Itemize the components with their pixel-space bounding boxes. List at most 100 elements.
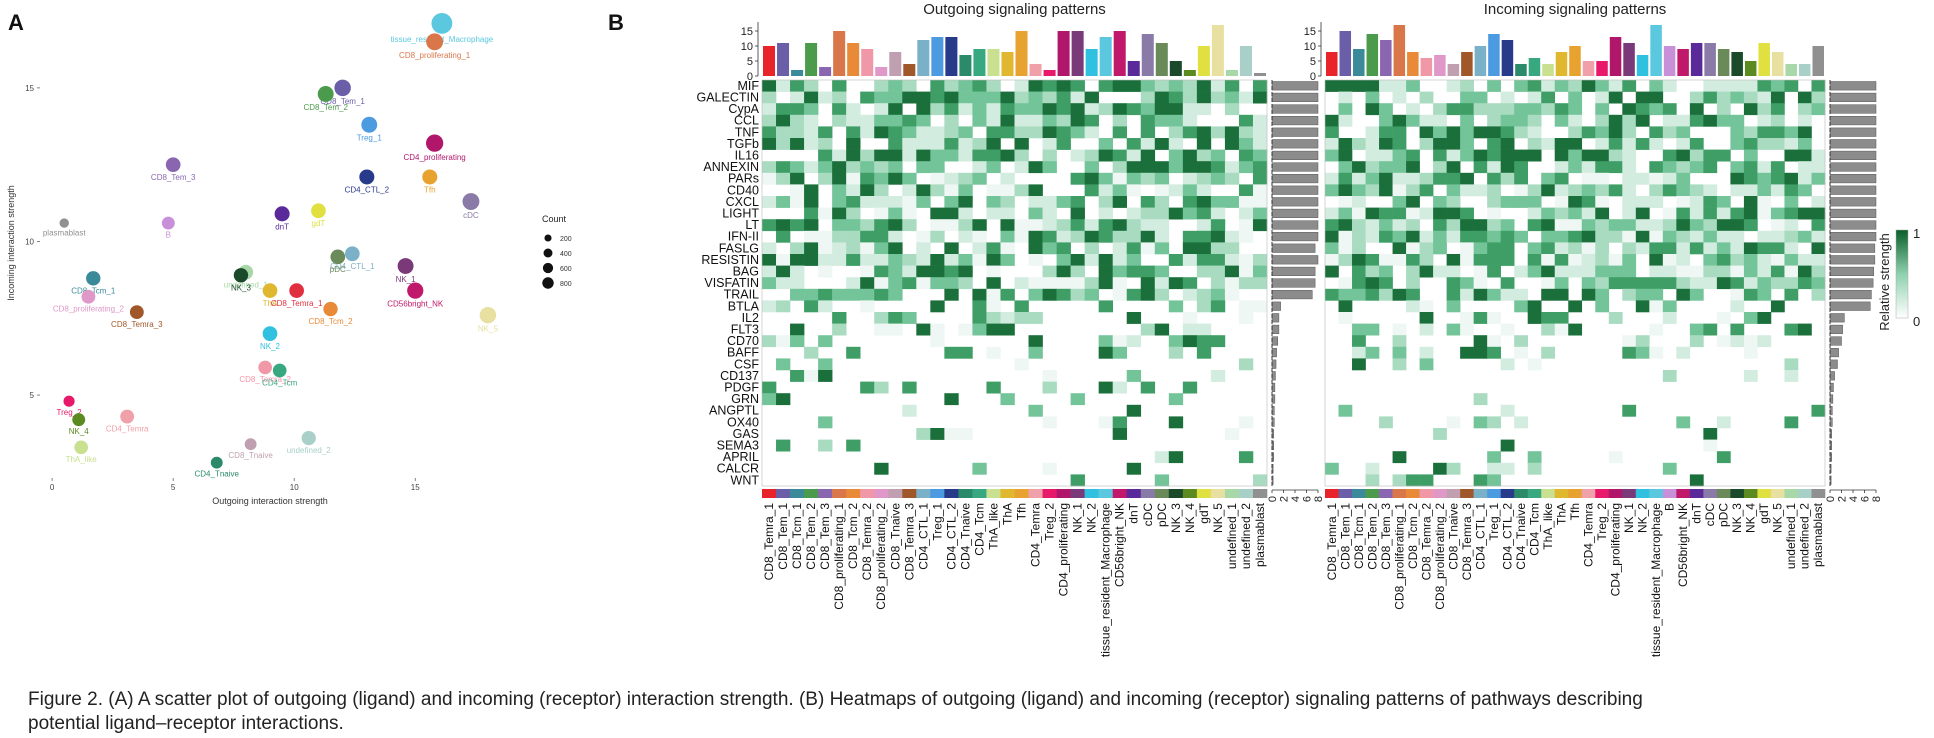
heatmap-cell — [902, 138, 917, 150]
heatmap-cell — [1595, 265, 1610, 278]
heatmap-cell — [1224, 161, 1240, 174]
heatmap-cell — [986, 381, 1001, 394]
heatmap-cell — [1473, 288, 1488, 301]
y-tick-label: 5 — [30, 391, 35, 400]
heatmap-cell — [1460, 277, 1474, 290]
column-color-strip — [1797, 489, 1812, 498]
heatmap-cell — [1042, 462, 1057, 475]
heatmap-cell — [1730, 219, 1745, 232]
row-total-bar — [1829, 220, 1877, 230]
row-total-tick-label: 8 — [1871, 496, 1883, 502]
heatmap-cell — [1608, 138, 1623, 150]
point-label: CD8_Tcm_2 — [309, 317, 354, 326]
heatmap-cell — [1716, 207, 1731, 220]
heatmap-cell — [1743, 103, 1758, 116]
heatmap-cell — [902, 172, 917, 185]
heatmap-cell — [1784, 265, 1799, 278]
heatmap-cell — [888, 242, 903, 255]
column-total-bar — [1717, 49, 1730, 76]
x-tick-label: 10 — [290, 483, 299, 492]
column-color-strip — [1689, 489, 1704, 498]
row-total-bar — [1829, 348, 1839, 358]
heatmap-cell — [916, 126, 931, 139]
x-tick-label: 0 — [50, 483, 55, 492]
column-color-strip — [1000, 489, 1015, 498]
heatmap-cell — [1154, 219, 1170, 232]
heatmap-cell — [1635, 300, 1650, 313]
heatmap-cell — [1622, 126, 1637, 139]
heatmap-cell — [1527, 254, 1542, 266]
heatmap-cell — [1487, 335, 1501, 348]
heatmap-cell — [762, 393, 777, 406]
row-total-bar — [1271, 348, 1277, 358]
heatmap-cell — [1770, 114, 1785, 127]
heatmap-cell — [1554, 80, 1569, 92]
column-color-strip — [1419, 489, 1434, 498]
heatmap-cell — [1056, 80, 1071, 92]
point-label: CD4_CTL_2 — [345, 185, 390, 194]
row-label: FLT3 — [731, 322, 759, 336]
heatmap-cell — [1757, 138, 1772, 150]
heatmap-cell — [762, 80, 777, 92]
heatmap-cell — [818, 265, 833, 278]
heatmap-cell — [1182, 288, 1198, 301]
row-label: TGFb — [727, 137, 759, 151]
heatmap-cell — [1365, 184, 1380, 197]
heatmap-cell — [1098, 381, 1113, 394]
column-total-bar — [1488, 34, 1500, 76]
heatmap-cell — [1757, 207, 1772, 220]
heatmap-cell — [1210, 277, 1226, 290]
heatmap-cell — [1325, 462, 1339, 475]
heatmap-cell — [1140, 91, 1156, 104]
heatmap-cell — [1379, 103, 1393, 116]
heatmap-cell — [1689, 149, 1704, 162]
heatmap-cell — [1325, 207, 1339, 220]
heatmap-cell — [1460, 114, 1474, 127]
heatmap-cell — [1811, 254, 1826, 266]
heatmap-cell — [1168, 103, 1184, 116]
row-total-bar — [1829, 313, 1845, 323]
column-total-bar — [945, 37, 958, 76]
heatmap-cell — [1568, 161, 1583, 174]
heatmap-cell — [986, 265, 1001, 278]
column-color-strip — [1325, 489, 1339, 498]
heatmap-cell — [1730, 242, 1745, 255]
heatmap-cell — [1168, 126, 1184, 139]
heatmap-cell — [986, 254, 1001, 266]
heatmap-cell — [986, 126, 1001, 139]
heatmap-cell — [846, 288, 861, 301]
heatmap-cell — [1042, 381, 1057, 394]
heatmap-cell — [860, 277, 875, 290]
legend-size-circle — [543, 248, 553, 258]
heatmap-cell — [1224, 428, 1240, 440]
heatmap-cell — [1568, 265, 1583, 278]
heatmap-cell — [1811, 80, 1826, 92]
heatmap-cell — [1622, 161, 1637, 174]
heatmap-cell — [818, 288, 833, 301]
heatmap-cell — [1126, 370, 1142, 382]
heatmap-cell — [1514, 300, 1529, 313]
heatmap-cell — [1352, 288, 1366, 301]
heatmap-cell — [1042, 103, 1057, 116]
column-total-bar — [1043, 70, 1056, 76]
heatmap-cell — [1716, 312, 1731, 324]
heatmap-cell — [1028, 103, 1043, 116]
heatmap-cell — [846, 219, 861, 232]
heatmap-cell — [1797, 114, 1812, 127]
heatmap-cell — [1662, 312, 1677, 324]
heatmap-cell — [846, 172, 861, 185]
heatmap-cell — [1595, 300, 1610, 313]
heatmap-cell — [1042, 207, 1057, 220]
heatmap-cell — [902, 91, 917, 104]
heatmap-cell — [790, 370, 805, 382]
heatmap-cell — [1365, 103, 1380, 116]
scatter-point — [462, 193, 480, 210]
heatmap-cell — [1406, 230, 1420, 243]
heatmap-cell — [1460, 312, 1474, 324]
heatmap-cell — [1325, 149, 1339, 162]
column-label: NK_1 — [1071, 503, 1085, 533]
heatmap-cell — [1784, 149, 1799, 162]
row-total-bar — [1829, 127, 1877, 137]
heatmap-cell — [1622, 80, 1637, 92]
heatmap-cell — [818, 172, 833, 185]
